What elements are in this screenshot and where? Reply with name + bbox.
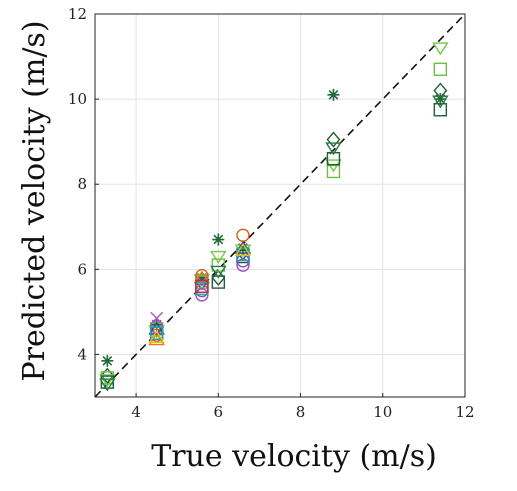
data-point bbox=[433, 82, 448, 99]
y-axis-ticks: 4 6 8 10 12 bbox=[68, 5, 99, 363]
data-points bbox=[99, 42, 449, 392]
data-point bbox=[326, 164, 341, 179]
data-point bbox=[434, 93, 447, 106]
data-point bbox=[99, 374, 116, 388]
reference-line bbox=[94, 13, 466, 398]
data-point bbox=[211, 258, 226, 272]
data-point bbox=[327, 88, 340, 101]
data-point bbox=[432, 95, 449, 109]
data-point bbox=[326, 151, 341, 166]
data-point bbox=[149, 326, 164, 340]
data-point bbox=[326, 131, 341, 148]
data-point bbox=[195, 279, 209, 294]
data-point bbox=[433, 103, 448, 117]
data-point bbox=[212, 233, 225, 246]
data-point bbox=[325, 142, 342, 156]
plot-frame bbox=[94, 13, 466, 398]
y-tick-label: 6 bbox=[77, 260, 87, 278]
y-tick-label: 12 bbox=[68, 5, 87, 23]
data-point bbox=[148, 330, 165, 344]
data-point bbox=[433, 62, 448, 77]
y-tick-label: 8 bbox=[77, 175, 87, 193]
data-point bbox=[100, 367, 115, 384]
data-point bbox=[150, 311, 164, 325]
data-point bbox=[236, 228, 250, 242]
x-tick-label: 8 bbox=[296, 403, 306, 421]
x-tick-label: 12 bbox=[455, 403, 474, 421]
data-point bbox=[211, 275, 226, 289]
x-tick-label: 10 bbox=[373, 403, 392, 421]
data-point bbox=[101, 354, 114, 367]
data-point bbox=[195, 271, 208, 284]
data-point bbox=[234, 240, 252, 254]
data-point bbox=[236, 258, 250, 272]
x-tick-label: 4 bbox=[131, 403, 141, 421]
data-point bbox=[99, 378, 116, 392]
data-point bbox=[432, 42, 449, 56]
x-axis-label: True velocity (m/s) bbox=[151, 439, 437, 474]
x-tick-label: 6 bbox=[214, 403, 224, 421]
data-point bbox=[148, 321, 165, 335]
y-axis-label: Predicted velocity (m/s) bbox=[17, 20, 52, 381]
y-tick-label: 4 bbox=[77, 345, 87, 363]
reference-line-group bbox=[94, 13, 466, 398]
y-tick-label: 10 bbox=[68, 90, 87, 108]
data-point bbox=[210, 250, 227, 264]
data-point bbox=[150, 318, 163, 331]
x-axis-ticks: 4 6 8 10 12 bbox=[131, 393, 475, 421]
data-point bbox=[210, 265, 227, 279]
data-point bbox=[234, 242, 252, 256]
